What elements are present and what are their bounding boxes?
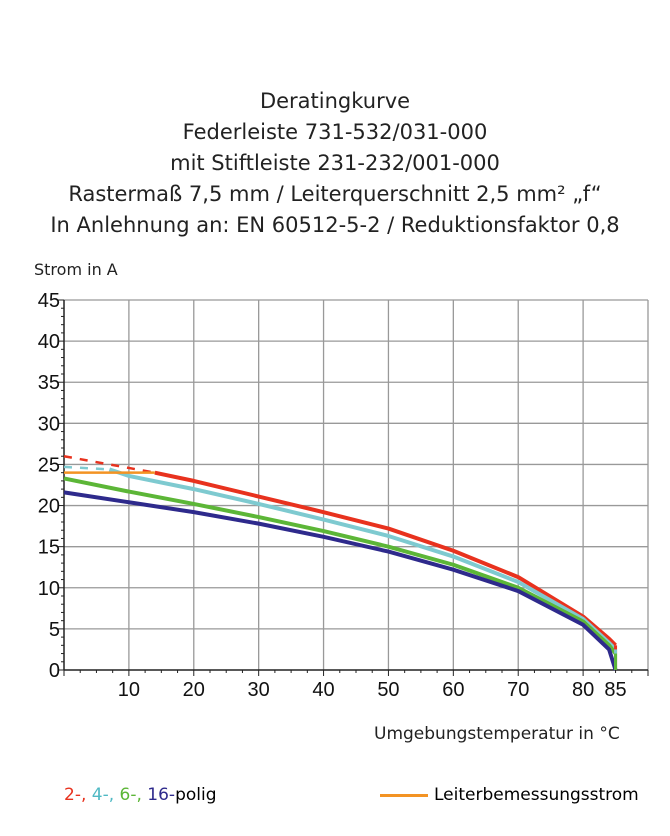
legend-rated-label: Leiterbemessungsstrom [434, 785, 639, 805]
y-tick-label: 35 [38, 372, 60, 394]
y-tick-label: 25 [38, 454, 60, 476]
x-tick-label: 60 [442, 679, 464, 701]
series-line-6 [63, 476, 618, 655]
y-axis-label: Strom in A [34, 260, 118, 279]
series-line-4 [108, 467, 617, 651]
y-tick-label: 45 [38, 290, 60, 312]
y-tick-label: 30 [38, 413, 60, 435]
y-tick-label: 0 [49, 660, 60, 682]
title-line-2: Federleiste 731-532/031-000 [182, 120, 488, 144]
y-tick-label: 5 [49, 619, 60, 641]
series-line-16 [63, 490, 618, 671]
legend-polig: 2-, 4-, 6-, 16-polig [64, 785, 217, 805]
x-tick-label: 85 [604, 679, 626, 701]
legend-rated-swatch [380, 793, 428, 797]
title-line-4: Rastermaß 7,5 mm / Leiterquerschnitt 2,5… [68, 182, 602, 206]
title-line-1: Deratingkurve [259, 89, 411, 113]
y-tick-label: 20 [38, 496, 60, 518]
x-tick-label: 80 [572, 679, 594, 701]
y-tick-label: 10 [38, 578, 60, 600]
x-tick-label: 50 [377, 679, 399, 701]
x-tick-label: 70 [507, 679, 529, 701]
x-tick-label: 10 [118, 679, 140, 701]
x-tick-label: 40 [312, 679, 334, 701]
x-tick-label: 20 [183, 679, 205, 701]
legend-suffix: polig [175, 785, 217, 805]
legend-6: 6- [119, 785, 137, 805]
legend-16: 16- [147, 785, 176, 805]
legend-2: 2- [64, 785, 81, 805]
chart-title: Deratingkurve Federleiste 731-532/031-00… [0, 86, 670, 241]
legend-4: 4- [91, 785, 109, 805]
legend-rated: Leiterbemessungsstrom [380, 785, 639, 805]
series-line-2 [154, 470, 617, 647]
series-1-dashed [63, 465, 110, 471]
y-tick-label: 15 [38, 537, 60, 559]
title-line-3: mit Stiftleiste 231-232/001-000 [170, 151, 500, 175]
x-tick-label: 30 [248, 679, 270, 701]
y-tick-label: 40 [38, 331, 60, 353]
x-axis-label: Umgebungstemperatur in °C [374, 724, 620, 744]
title-line-5: In Anlehnung an: EN 60512-5-2 / Reduktio… [50, 213, 620, 237]
